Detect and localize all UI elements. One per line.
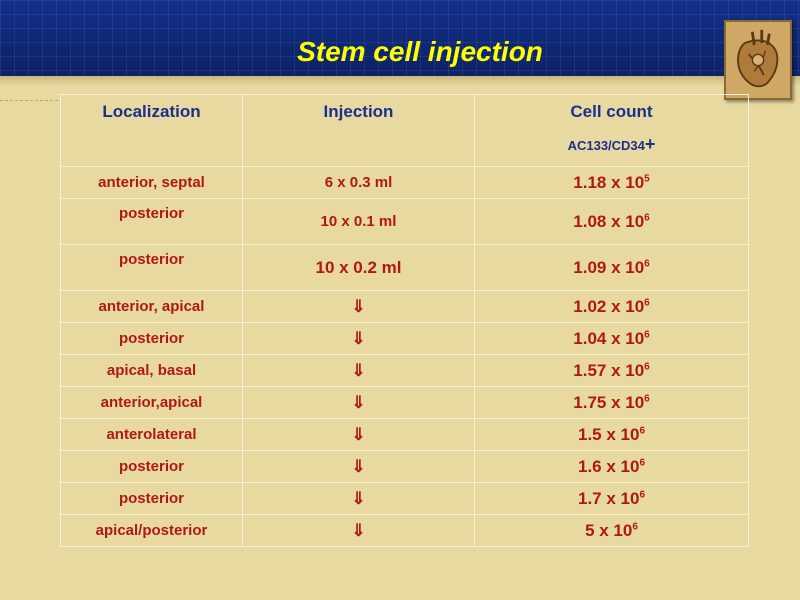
cell-count-exponent: 6 (644, 211, 650, 223)
cell-count-mantissa: 1.02 x 10 (573, 296, 645, 316)
cell-count: 1.09 x 106 (474, 244, 749, 291)
cell-localization: posterior (60, 244, 243, 291)
cell-count-mantissa: 1.09 x 10 (573, 257, 645, 277)
cell-count-mantissa: 1.75 x 10 (573, 392, 645, 412)
cell-injection: 10 x 0.2 ml (242, 244, 475, 291)
cell-count-mantissa: 1.18 x 10 (573, 172, 645, 192)
table-header-row: Localization Injection Cell count AC133/… (60, 94, 749, 167)
cell-localization: posterior (60, 482, 243, 515)
cell-count-exponent: 6 (639, 488, 645, 500)
header-marker-plus: + (644, 134, 656, 154)
table-row: anterolateral ⇓ 1.5 x 106 (60, 418, 749, 451)
cell-injection: 10 x 0.1 ml (242, 198, 475, 245)
cell-localization: posterior (60, 198, 243, 245)
cell-localization: anterior, septal (60, 166, 243, 199)
cell-count: 1.08 x 106 (474, 198, 749, 245)
cell-count-mantissa: 1.04 x 10 (573, 328, 645, 348)
cell-count-mantissa: 1.08 x 10 (573, 211, 645, 231)
cell-count: 1.04 x 106 (474, 322, 749, 355)
injection-table: Localization Injection Cell count AC133/… (60, 94, 749, 547)
cell-injection: ⇓ (242, 386, 475, 419)
table-row: posterior ⇓ 1.7 x 106 (60, 482, 749, 515)
cell-count: 1.6 x 106 (474, 450, 749, 483)
cell-count-exponent: 6 (639, 456, 645, 468)
cell-count-mantissa: 1.57 x 10 (573, 360, 645, 380)
cell-count-exponent: 6 (644, 360, 650, 372)
cell-count-exponent: 6 (644, 296, 650, 308)
table-row: posterior ⇓ 1.04 x 106 (60, 322, 749, 355)
cell-localization: posterior (60, 322, 243, 355)
table-row: posterior ⇓ 1.6 x 106 (60, 450, 749, 483)
cell-count: 1.02 x 106 (474, 290, 749, 323)
cell-count-exponent: 6 (644, 257, 650, 269)
header-cell-count: Cell count AC133/CD34+ (474, 94, 749, 167)
cell-injection: ⇓ (242, 450, 475, 483)
header-shadow (0, 76, 800, 86)
cell-count-exponent: 5 (644, 172, 650, 184)
cell-injection: ⇓ (242, 354, 475, 387)
cell-count-exponent: 6 (632, 520, 638, 532)
cell-injection: 6 x 0.3 ml (242, 166, 475, 199)
header-injection: Injection (242, 94, 475, 167)
cell-localization: apical/posterior (60, 514, 243, 547)
header-marker-label: AC133/CD34 (567, 138, 645, 153)
header-localization: Localization (60, 94, 243, 167)
cell-localization: anterior,apical (60, 386, 243, 419)
cell-count: 1.57 x 106 (474, 354, 749, 387)
heart-illustration-icon (726, 22, 790, 98)
cell-count: 1.7 x 106 (474, 482, 749, 515)
cell-count-exponent: 6 (639, 424, 645, 436)
table-row: posterior 10 x 0.1 ml 1.08 x 106 (60, 198, 749, 245)
logo (724, 20, 792, 100)
slide-header (0, 0, 800, 76)
header-cell-count-label: Cell count (570, 102, 653, 121)
cell-injection: ⇓ (242, 418, 475, 451)
table-row: apical, basal ⇓ 1.57 x 106 (60, 354, 749, 387)
table-row: anterior, apical ⇓ 1.02 x 106 (60, 290, 749, 323)
header-cell-count-sub: AC133/CD34+ (475, 134, 748, 155)
table-row: posterior 10 x 0.2 ml 1.09 x 106 (60, 244, 749, 291)
cell-localization: anterolateral (60, 418, 243, 451)
table-row: apical/posterior ⇓ 5 x 106 (60, 514, 749, 547)
cell-count: 5 x 106 (474, 514, 749, 547)
cell-count-mantissa: 1.7 x 10 (577, 488, 640, 508)
cell-localization: apical, basal (60, 354, 243, 387)
cell-count: 1.18 x 105 (474, 166, 749, 199)
cell-count-exponent: 6 (644, 392, 650, 404)
table-row: anterior,apical ⇓ 1.75 x 106 (60, 386, 749, 419)
cell-count-mantissa: 5 x 10 (585, 520, 633, 540)
cell-count-exponent: 6 (644, 328, 650, 340)
cell-count: 1.75 x 106 (474, 386, 749, 419)
table-row: anterior, septal 6 x 0.3 ml 1.18 x 105 (60, 166, 749, 199)
cell-localization: anterior, apical (60, 290, 243, 323)
decorative-divider (0, 100, 58, 101)
slide-title: Stem cell injection (297, 36, 543, 67)
cell-count: 1.5 x 106 (474, 418, 749, 451)
cell-injection: ⇓ (242, 514, 475, 547)
cell-injection: ⇓ (242, 322, 475, 355)
cell-localization: posterior (60, 450, 243, 483)
cell-injection: ⇓ (242, 290, 475, 323)
cell-count-mantissa: 1.5 x 10 (577, 424, 640, 444)
cell-injection: ⇓ (242, 482, 475, 515)
cell-count-mantissa: 1.6 x 10 (577, 456, 640, 476)
